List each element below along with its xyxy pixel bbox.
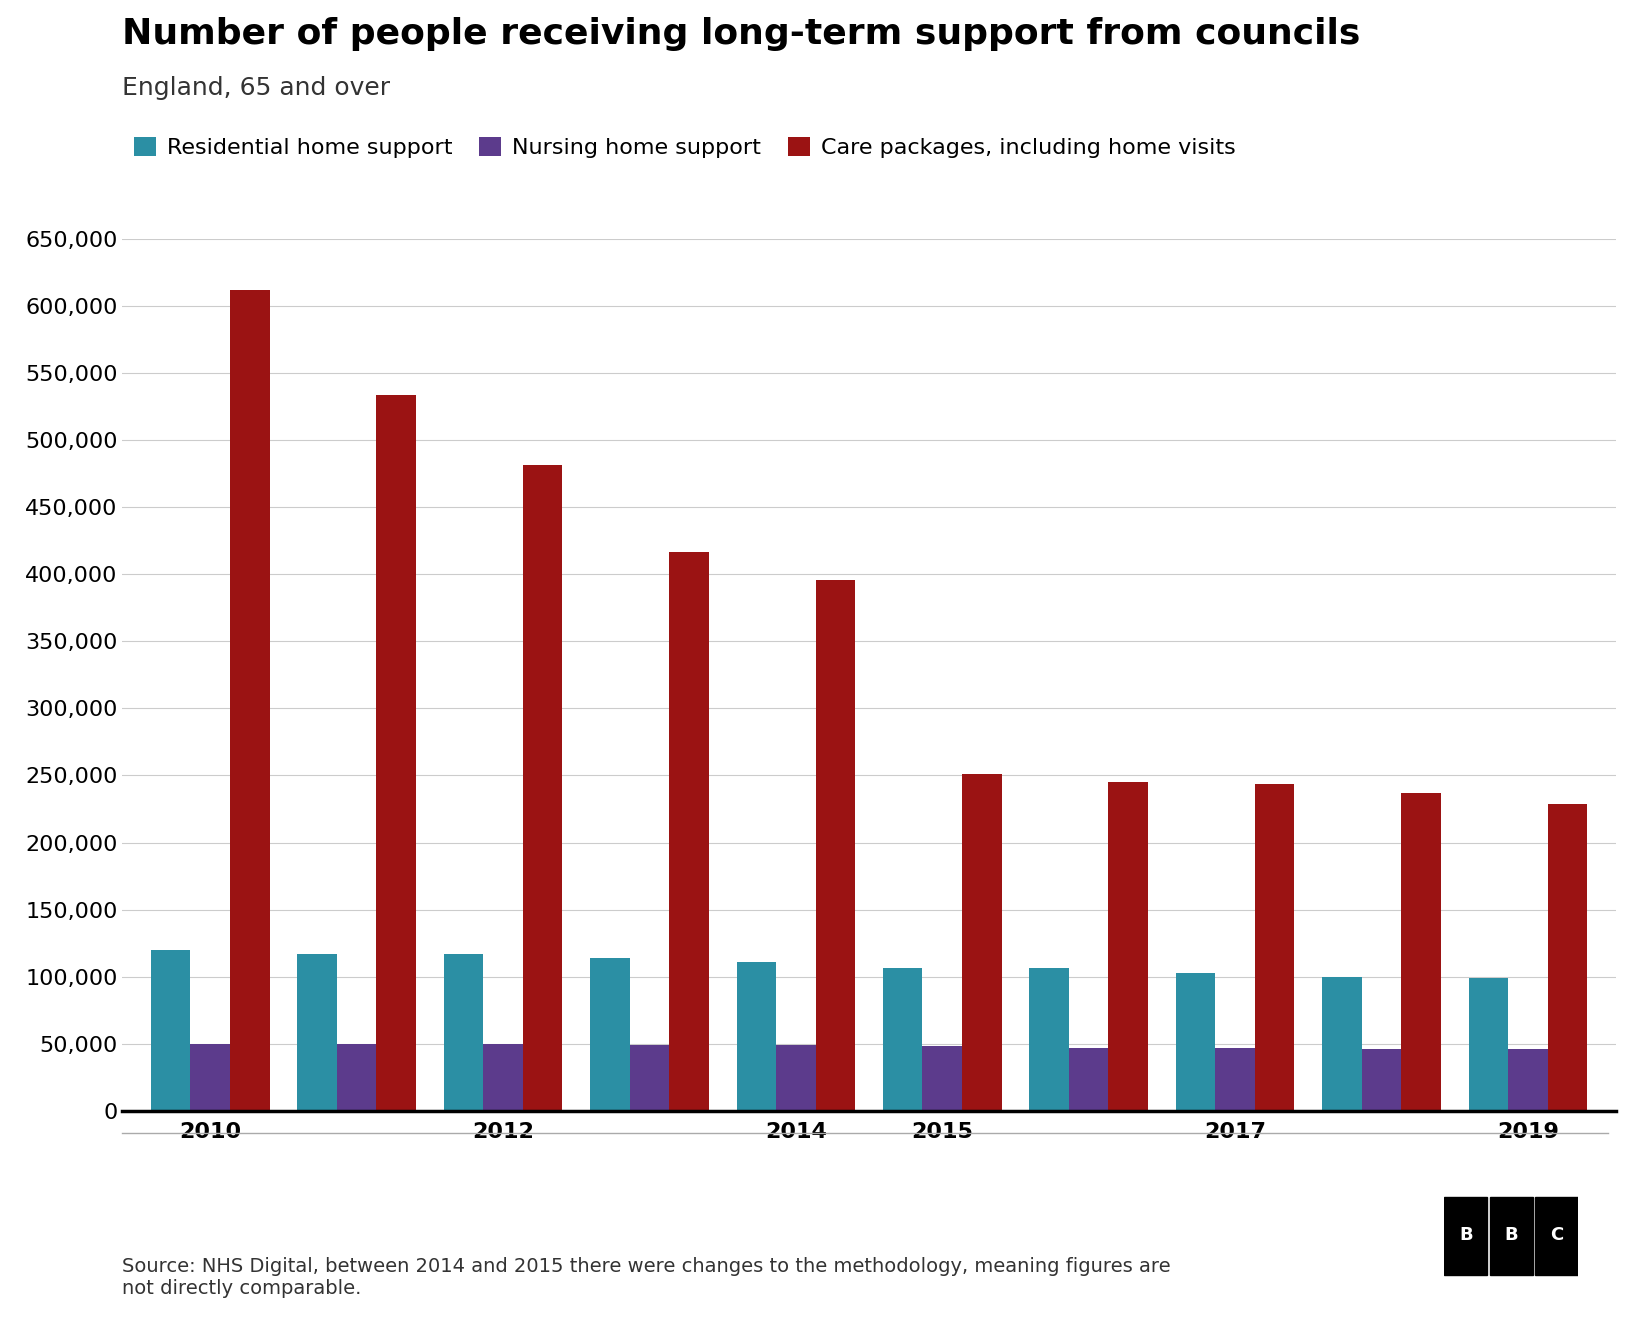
Bar (191, 1044, 230, 1111)
Bar (1069, 1048, 1108, 1111)
Bar (922, 1047, 961, 1111)
Bar (669, 552, 708, 1111)
Legend: Residential home support, Nursing home support, Care packages, including home vi: Residential home support, Nursing home s… (134, 137, 1235, 158)
Bar (297, 954, 336, 1111)
Text: B: B (1459, 1225, 1472, 1244)
Bar (1175, 972, 1216, 1111)
Bar (150, 950, 191, 1111)
Bar (230, 290, 269, 1111)
Bar (1255, 783, 1294, 1111)
Bar (961, 774, 1002, 1111)
Text: C: C (1550, 1225, 1563, 1244)
Bar (483, 1044, 522, 1111)
Bar (444, 954, 483, 1111)
Bar (522, 464, 563, 1111)
Bar (591, 958, 630, 1111)
Bar (1469, 978, 1508, 1111)
Text: Number of people receiving long-term support from councils: Number of people receiving long-term sup… (122, 16, 1361, 51)
Bar (777, 1045, 816, 1111)
Bar (1490, 1197, 1532, 1275)
Bar (1361, 1049, 1402, 1111)
Bar (1547, 803, 1588, 1111)
Bar (1322, 976, 1361, 1111)
Bar (630, 1045, 669, 1111)
Text: B: B (1505, 1225, 1518, 1244)
Bar (336, 1044, 377, 1111)
Bar (1402, 793, 1441, 1111)
Bar (816, 580, 855, 1111)
Text: England, 65 and over: England, 65 and over (122, 76, 390, 100)
Bar (377, 395, 416, 1111)
Bar (883, 968, 922, 1111)
Bar (1108, 782, 1147, 1111)
Bar (1030, 968, 1069, 1111)
Bar (1508, 1049, 1547, 1111)
Text: Source: NHS Digital, between 2014 and 2015 there were changes to the methodology: Source: NHS Digital, between 2014 and 20… (122, 1257, 1172, 1298)
Bar (1536, 1197, 1578, 1275)
Bar (1216, 1048, 1255, 1111)
Bar (1444, 1197, 1487, 1275)
Bar (736, 962, 777, 1111)
